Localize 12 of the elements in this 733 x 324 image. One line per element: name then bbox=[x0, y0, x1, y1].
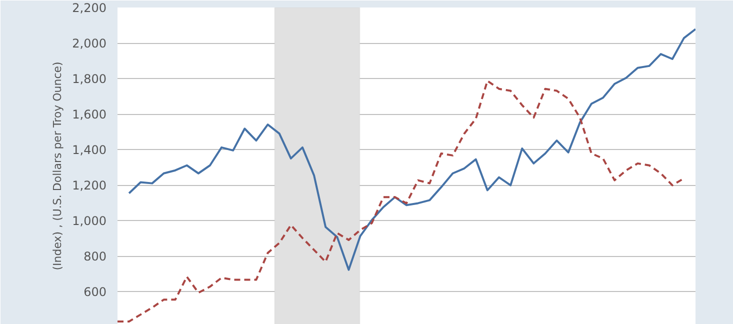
y-axis-title: (Index) , (U.S. Dollars per Troy Ounce) bbox=[51, 62, 64, 270]
y-tick-label: 2,000 bbox=[72, 36, 107, 51]
y-tick-label: 1,000 bbox=[72, 214, 107, 228]
line-series bbox=[128, 28, 696, 271]
y-tick-label: 2,200 bbox=[72, 1, 107, 15]
y-tick-label: 1,400 bbox=[72, 143, 107, 158]
line-series bbox=[118, 80, 685, 322]
y-tick-label: 1,200 bbox=[72, 178, 107, 193]
y-tick-label: 800 bbox=[84, 250, 106, 264]
y-tick-label: 1,600 bbox=[72, 108, 107, 122]
y-tick-label: 600 bbox=[84, 285, 106, 300]
y-tick-label: 1,800 bbox=[72, 72, 107, 86]
